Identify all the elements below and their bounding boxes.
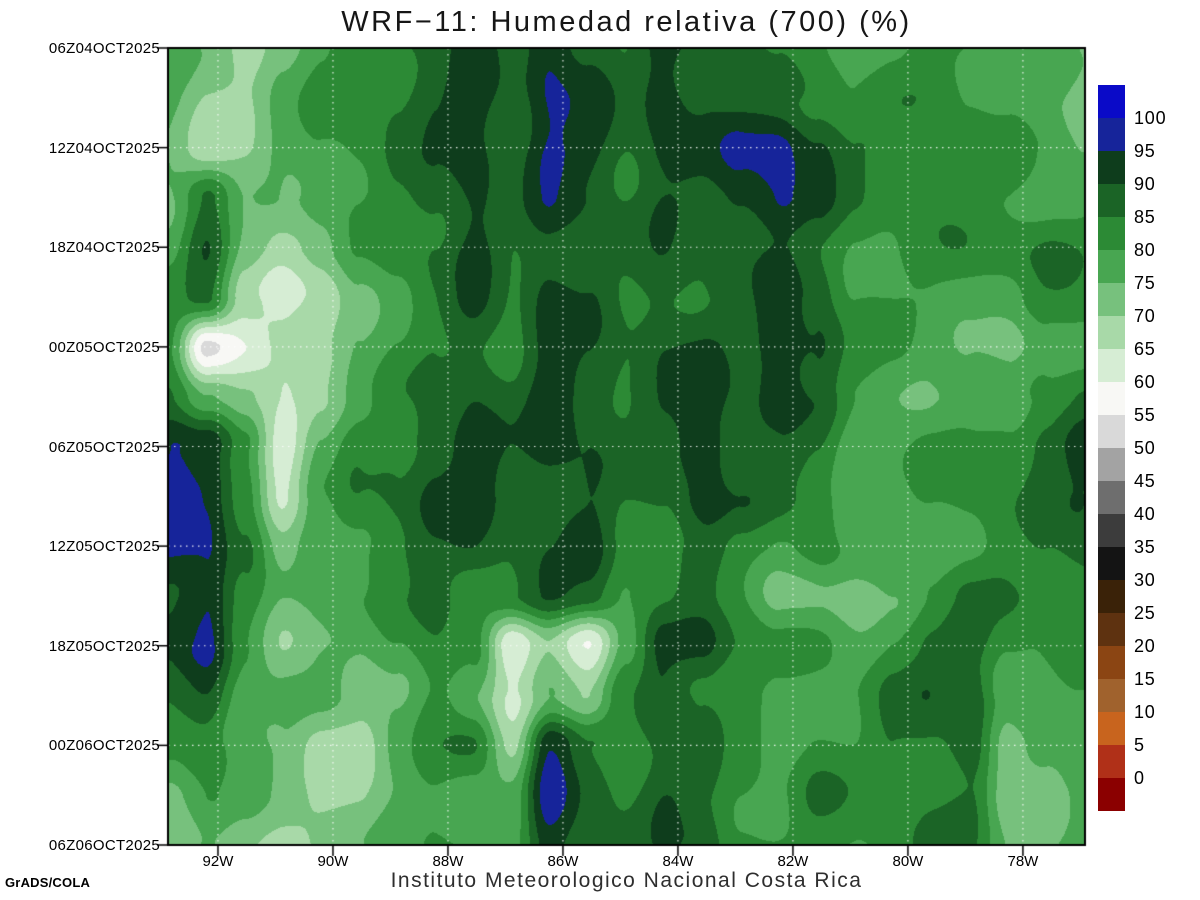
colorbar-swatch [1098,151,1125,184]
footer-institution: Instituto Meteorologico Nacional Costa R… [390,869,863,892]
colorbar-swatch [1098,250,1125,283]
colorbar-label: 80 [1134,240,1156,260]
colorbar-label: 90 [1134,174,1156,194]
colorbar-swatch [1098,283,1125,316]
colorbar-swatch [1098,547,1125,580]
colorbar-label: 25 [1134,603,1156,623]
x-axis-label: 88W [432,853,464,870]
colorbar-label: 60 [1134,372,1156,392]
colorbar-label: 55 [1134,405,1156,425]
colorbar-label: 20 [1134,636,1156,656]
colorbar-label: 65 [1134,339,1156,359]
colorbar-label: 40 [1134,504,1156,524]
colorbar-label: 95 [1134,141,1156,161]
x-axis-label: 82W [777,853,809,870]
colorbar-swatch [1098,448,1125,481]
colorbar-label: 45 [1134,471,1156,491]
y-axis-label: 06Z05OCT2025 [48,438,160,456]
y-axis-label: 00Z05OCT2025 [48,338,160,356]
colorbar-swatch [1098,646,1125,679]
colorbar-label: 85 [1134,207,1156,227]
y-axis-label: 06Z04OCT2025 [48,40,160,57]
colorbar-label: 100 [1134,108,1167,128]
x-axis-label: 92W [202,853,234,870]
y-axis-label: 18Z05OCT2025 [48,637,160,655]
colorbar-swatch [1098,514,1125,547]
y-axis-label: 12Z04OCT2025 [48,139,160,157]
colorbar-swatch [1098,118,1125,151]
colorbar-swatch [1098,85,1125,118]
colorbar-swatch [1098,613,1125,646]
x-axis-label: 86W [547,853,579,870]
x-axis-label: 80W [892,853,924,870]
y-axis-label: 18Z04OCT2025 [48,239,160,257]
colorbar-swatch [1098,217,1125,250]
colorbar-label: 35 [1134,537,1156,557]
colorbar-swatch [1098,778,1125,811]
colorbar-swatch [1098,382,1125,415]
colorbar-label: 30 [1134,570,1156,590]
y-axis-label: 06Z06OCT2025 [48,837,160,854]
colorbar-swatch [1098,316,1125,349]
y-axis-label: 00Z06OCT2025 [48,737,160,755]
colorbar-label: 50 [1134,438,1156,458]
colorbar-swatch [1098,745,1125,778]
x-axis-label: 78W [1007,853,1039,870]
colorbar-swatch [1098,349,1125,382]
colorbar-label: 75 [1134,273,1156,293]
colorbar-swatch [1098,184,1125,217]
x-axis-label: 84W [662,853,694,870]
colorbar-label: 10 [1134,702,1156,722]
colorbar-label: 5 [1134,735,1145,755]
colorbar-swatch [1098,415,1125,448]
colorbar-swatch [1098,712,1125,745]
colorbar-label: 0 [1134,768,1145,788]
grads-credit: GrADS/COLA [5,875,91,890]
colorbar-swatch [1098,679,1125,712]
y-axis-label: 12Z05OCT2025 [48,538,160,556]
colorbar-swatch [1098,580,1125,613]
colorbar-label: 70 [1134,306,1156,326]
colorbar-swatch [1098,481,1125,514]
x-axis-label: 90W [317,853,349,870]
chart-title: WRF−11: Humedad relativa (700) (%) [341,6,912,38]
colorbar-label: 15 [1134,669,1156,689]
